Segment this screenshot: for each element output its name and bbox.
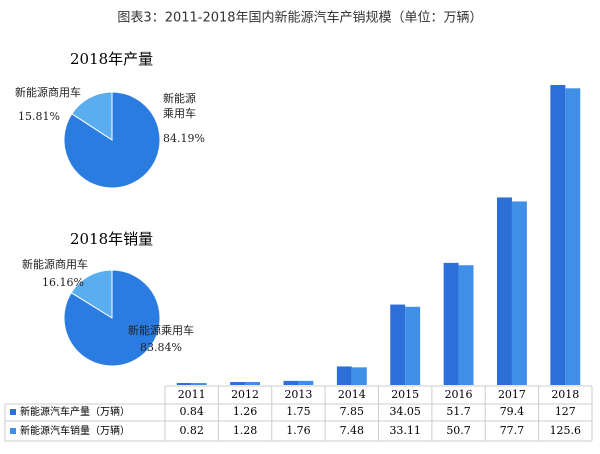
bar — [496, 197, 512, 385]
pie-title: 2018年销量 — [70, 230, 153, 248]
bar — [511, 201, 527, 385]
bar — [176, 383, 192, 385]
table-value: 7.48 — [340, 424, 365, 437]
bar — [230, 382, 246, 385]
table-value: 50.7 — [446, 424, 471, 437]
legend-label: 新能源汽车产量（万辆） — [20, 405, 130, 418]
slice-value: 83.84% — [140, 341, 182, 354]
bar — [298, 380, 314, 385]
table-value: 34.05 — [389, 405, 421, 418]
table-value: 0.82 — [179, 424, 204, 437]
table-value: 125.6 — [550, 424, 582, 437]
table-value: 77.7 — [500, 424, 525, 437]
bar — [191, 383, 207, 385]
slice-value: 15.81% — [18, 110, 60, 123]
pie-slice — [70, 269, 113, 319]
x-tick-label: 2018 — [551, 388, 579, 401]
table-value: 1.26 — [233, 405, 258, 418]
bar — [458, 265, 474, 385]
bar — [336, 366, 352, 385]
x-tick-label: 2012 — [231, 388, 259, 401]
pie-slice — [63, 269, 161, 367]
bar — [245, 381, 261, 385]
table-value: 51.7 — [446, 405, 471, 418]
slice-label: 新能源乘用车 — [128, 324, 194, 337]
legend-swatch — [10, 409, 16, 415]
table-value: 33.11 — [389, 424, 421, 437]
table-value: 0.84 — [179, 405, 204, 418]
slice-label: 新能源商用车 — [22, 258, 88, 271]
slice-label: 新能源乘用车 — [163, 92, 196, 120]
slice-value: 84.19% — [163, 132, 205, 145]
x-tick-label: 2011 — [178, 388, 206, 401]
legend-swatch — [10, 428, 16, 434]
x-tick-label: 2015 — [391, 388, 419, 401]
chart-title: 图表3：2011-2018年国内新能源汽车产销规模（单位：万辆） — [117, 10, 482, 26]
table-value: 79.4 — [500, 405, 525, 418]
bar — [351, 367, 367, 385]
table-value: 7.85 — [340, 405, 365, 418]
bar — [390, 304, 406, 385]
bar — [405, 306, 421, 385]
x-tick-label: 2013 — [284, 388, 312, 401]
x-tick-label: 2014 — [338, 388, 366, 401]
pie-title: 2018年产量 — [70, 50, 153, 68]
x-tick-label: 2016 — [445, 388, 473, 401]
pie-slice — [63, 91, 161, 189]
table-value: 1.28 — [233, 424, 258, 437]
bar — [565, 88, 581, 386]
legend-label: 新能源汽车销量（万辆） — [20, 424, 130, 437]
slice-value: 16.16% — [42, 276, 84, 289]
slice-label: 新能源商用车 — [15, 86, 81, 99]
table-value: 127 — [555, 405, 576, 418]
bar — [550, 85, 566, 385]
bar — [443, 262, 459, 385]
x-tick-label: 2017 — [498, 388, 526, 401]
table-value: 1.75 — [286, 405, 311, 418]
table-value: 1.76 — [286, 424, 311, 437]
bar — [283, 380, 299, 385]
pie-slice — [71, 91, 113, 141]
